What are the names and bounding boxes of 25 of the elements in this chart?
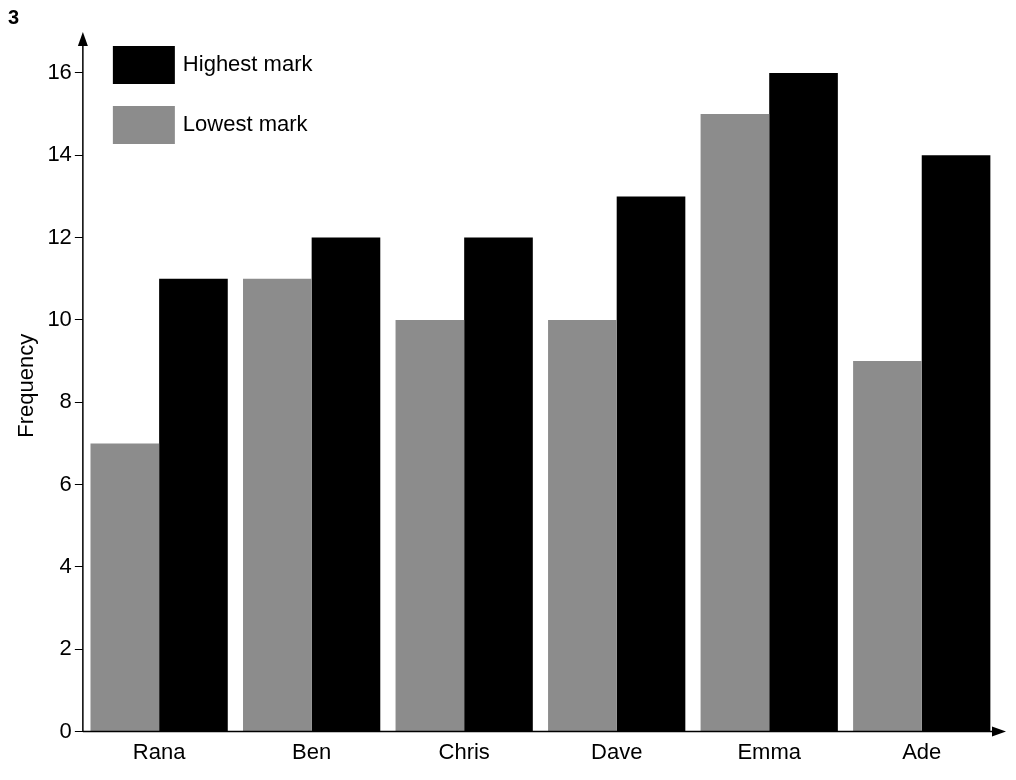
y-tick-label: 6 [59,470,72,496]
bar [243,278,312,732]
y-tick-label: 16 [47,59,72,84]
y-tick-label: 0 [59,717,72,743]
y-tick-label: 12 [47,223,72,249]
y-axis-title: Frequency [13,333,39,438]
bar [700,114,770,732]
x-tick-label: Dave [591,738,643,764]
y-tick-label: 14 [47,141,72,167]
x-tick-label: Emma [737,738,802,764]
x-tick-label: Chris [438,738,490,764]
bar [853,361,922,732]
y-tick-label: 8 [59,388,72,414]
legend-label: Highest mark [182,51,314,77]
bar [395,319,465,732]
x-tick-label: Ade [902,738,942,764]
legend-label: Lowest mark [182,111,309,137]
y-tick-label: 4 [59,553,72,578]
bar [548,319,617,732]
x-tick-label: Rana [132,738,187,764]
y-tick-label: 10 [47,306,72,331]
y-tick-label: 2 [59,635,72,661]
x-tick-label: Ben [292,738,332,764]
text: 3 [8,6,20,29]
bar [90,443,160,732]
